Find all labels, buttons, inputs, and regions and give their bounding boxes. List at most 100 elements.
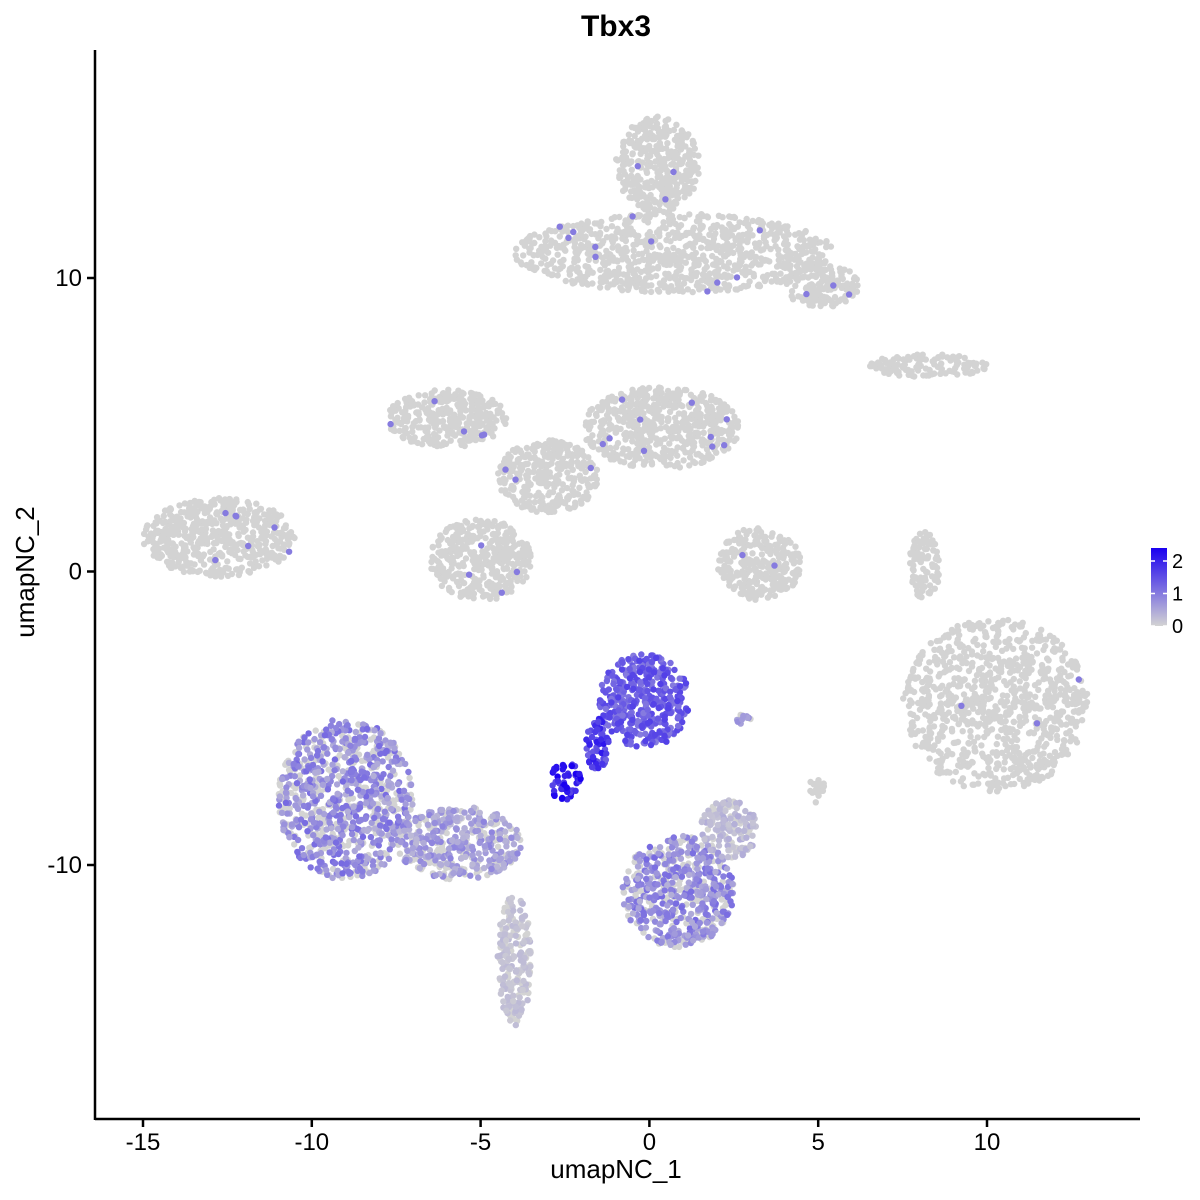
cell-point (428, 565, 435, 572)
cell-point (587, 440, 594, 448)
cell-point (749, 217, 756, 225)
cell-point (692, 422, 699, 429)
cell-point (435, 538, 442, 545)
cell-point (821, 260, 828, 267)
cell-point (1035, 686, 1042, 694)
cell-point (981, 693, 988, 700)
cell-point (557, 459, 565, 466)
cell-point (634, 399, 641, 407)
cell-point (475, 398, 482, 405)
cell-point (186, 504, 193, 511)
cell-point (931, 742, 938, 749)
cell-point (683, 386, 690, 394)
cell-point (945, 692, 952, 699)
cell-point (674, 139, 682, 146)
cell-point (692, 260, 699, 268)
cell-point (743, 230, 751, 238)
cell-point (1016, 685, 1024, 692)
cell-point (1026, 700, 1033, 708)
cell-point (1040, 725, 1047, 733)
cell-point (985, 618, 992, 625)
cell-point (689, 288, 696, 296)
cell-point (949, 353, 957, 360)
cell-point (444, 536, 451, 544)
cell-point (1029, 754, 1036, 762)
cell-point (976, 665, 983, 673)
cell-point (878, 365, 886, 372)
cell-point (751, 240, 759, 247)
cell-point (653, 401, 661, 408)
cell-point (943, 752, 950, 759)
cell-point (512, 448, 519, 455)
cell-point (708, 415, 715, 422)
cell-point (768, 569, 776, 577)
cell-point (893, 354, 901, 361)
cell-point (954, 738, 962, 746)
cell-point (677, 222, 685, 229)
cell-point (608, 453, 616, 460)
cell-point (844, 280, 851, 287)
cell-point (723, 408, 730, 415)
cell-point (670, 126, 678, 134)
cell-point (472, 516, 480, 523)
cell-point (234, 566, 241, 573)
cell-point (409, 428, 416, 435)
cell-point (467, 395, 474, 403)
cell-point (794, 566, 802, 573)
cell-point (181, 509, 188, 516)
cell-point (679, 176, 686, 183)
cell-point (603, 399, 611, 406)
cell-point (752, 590, 759, 598)
cell-point (802, 227, 809, 235)
cell-point (1022, 691, 1030, 699)
cell-point (625, 284, 632, 291)
cell-point (1044, 731, 1051, 739)
cell-point (645, 252, 653, 259)
cell-point (1061, 650, 1069, 657)
cell-point (1009, 754, 1016, 762)
cell-point (675, 267, 683, 274)
cell-point (624, 274, 631, 281)
cell-point (674, 452, 681, 459)
cell-point (584, 281, 591, 288)
cell-point (971, 744, 978, 751)
cell-point (488, 565, 495, 572)
cell-point (393, 418, 400, 425)
cell-point (646, 214, 653, 221)
cell-point (687, 276, 695, 284)
cell-point (667, 191, 675, 198)
cell-point (424, 405, 432, 412)
cell-point (646, 448, 654, 456)
cell-point (650, 196, 657, 204)
cell-point (583, 476, 590, 484)
cell-point (742, 557, 749, 564)
cell-point (763, 540, 770, 547)
cell-point (585, 483, 592, 491)
cell-point (853, 276, 860, 283)
cell-point (1022, 713, 1029, 720)
cell-point (694, 451, 702, 458)
cell-point (1061, 691, 1069, 698)
cell-point (643, 167, 650, 174)
cell-point (629, 151, 636, 158)
cell-point (647, 191, 654, 199)
cell-point (973, 699, 980, 706)
cell-point (904, 355, 911, 362)
cell-point (690, 224, 698, 231)
cell-point (760, 246, 767, 253)
cell-point (596, 229, 604, 237)
cell-point (258, 528, 265, 536)
cell-point (660, 219, 667, 226)
cell-point (447, 523, 454, 531)
cell-point (793, 252, 800, 259)
cell-point (545, 491, 552, 499)
cell-point (681, 274, 688, 282)
cell-point (936, 707, 944, 714)
cell-point (688, 266, 695, 273)
cell-point (202, 505, 210, 512)
cell-point (478, 587, 485, 594)
cell-point (690, 439, 698, 446)
cell-point (541, 267, 548, 275)
cell-point (616, 213, 623, 221)
cell-point (923, 665, 930, 672)
